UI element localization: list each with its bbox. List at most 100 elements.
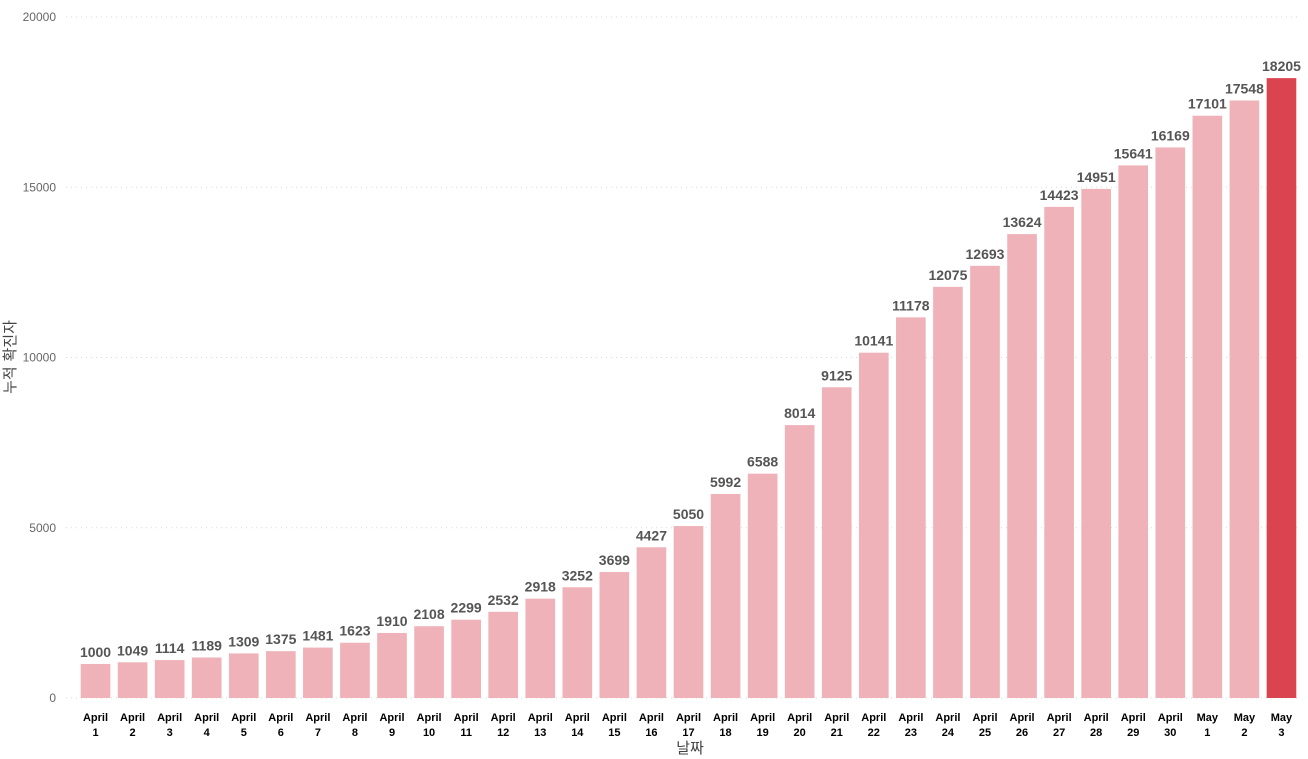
data-label: 2918: [525, 579, 556, 595]
bar: [1155, 147, 1186, 698]
data-label: 11178: [892, 297, 930, 313]
data-label: 5050: [673, 506, 704, 522]
x-tick-label-day: 30: [1164, 727, 1176, 739]
bar: [821, 387, 852, 698]
bar: [451, 619, 481, 698]
x-tick-label-month: April: [379, 712, 404, 724]
x-tick-label-day: 8: [352, 727, 358, 739]
bar: [858, 352, 889, 698]
data-labels: 1000 1049 1114 1189 1309 1375 1481 1623 1910 2108…: [80, 58, 1301, 660]
x-tick-label-day: 3: [167, 727, 173, 739]
x-tick-label-month: April: [787, 712, 812, 724]
bar: [154, 660, 185, 698]
x-tick-label-day: 19: [756, 727, 768, 739]
x-tick-label-day: 2: [1241, 727, 1247, 739]
x-tick-label-month: May: [1271, 712, 1293, 724]
x-tick-label-month: April: [305, 712, 330, 724]
data-label: 4427: [636, 527, 667, 543]
x-tick-label-month: April: [935, 712, 960, 724]
x-tick-label-month: April: [157, 712, 182, 724]
x-tick-label-month: April: [454, 712, 479, 724]
x-axis-title: 날짜: [676, 739, 704, 757]
bar: [414, 626, 444, 698]
bar: [228, 653, 259, 698]
x-tick-label-day: 29: [1127, 727, 1139, 739]
x-tick-label-month: April: [1010, 712, 1035, 724]
bar: [1044, 206, 1074, 698]
data-label: 2299: [451, 600, 482, 616]
x-tick-label-month: April: [528, 712, 553, 724]
x-tick-label-month: April: [1121, 712, 1146, 724]
x-tick-label-month: April: [268, 712, 293, 724]
bar: [340, 642, 370, 698]
bar: [377, 632, 407, 698]
bar: [896, 317, 926, 698]
x-tick-label-day: 1: [92, 727, 98, 739]
x-tick-label-day: 27: [1053, 727, 1065, 739]
x-tick-label-day: 26: [1016, 727, 1028, 739]
data-label: 18205: [1262, 58, 1301, 74]
data-label: 9125: [821, 367, 852, 383]
x-tick-label-day: 16: [645, 727, 657, 739]
data-label: 1049: [117, 642, 148, 658]
bar: [784, 425, 815, 698]
x-tick-label-month: April: [639, 712, 664, 724]
x-tick-label-day: 28: [1090, 727, 1102, 739]
x-tick-label-day: 12: [497, 727, 509, 739]
x-tick-label-day: 24: [942, 727, 955, 739]
x-tick-label-month: April: [83, 712, 108, 724]
data-label: 14951: [1077, 169, 1116, 185]
x-tick-label-month: April: [231, 712, 256, 724]
y-tick-label: 10000: [23, 351, 57, 365]
bar: [1192, 115, 1223, 699]
bar: [1081, 188, 1111, 698]
y-axis-ticks: 0 5000 10000 15000 20000: [23, 10, 57, 705]
data-label: 3699: [599, 552, 630, 568]
x-tick-label-day: 15: [608, 727, 620, 739]
x-tick-label-month: April: [417, 712, 442, 724]
bar: [710, 493, 741, 698]
x-tick-label-day: 10: [423, 727, 435, 739]
bar: [636, 547, 667, 698]
bar: [599, 572, 630, 698]
y-tick-label: 5000: [29, 521, 56, 535]
y-tick-label: 20000: [23, 10, 57, 24]
data-label: 8014: [784, 405, 815, 421]
x-tick-label-month: April: [1047, 712, 1072, 724]
x-tick-label-month: May: [1197, 712, 1219, 724]
data-label: 16169: [1151, 127, 1190, 143]
x-tick-label-month: April: [898, 712, 923, 724]
bar: [1007, 234, 1037, 699]
data-label: 5992: [710, 474, 741, 490]
x-tick-label-month: April: [861, 712, 886, 724]
x-tick-label-month: April: [565, 712, 590, 724]
data-label: 14423: [1040, 187, 1079, 203]
data-label: 1114: [155, 640, 185, 656]
x-tick-label-day: 1: [1204, 727, 1210, 739]
bar: [1229, 100, 1260, 698]
x-tick-label-day: 2: [130, 727, 136, 739]
bar: [80, 663, 111, 698]
x-tick-label-day: 4: [204, 727, 211, 739]
x-tick-label-day: 23: [905, 727, 917, 739]
bar: [303, 647, 333, 698]
bar: [191, 657, 222, 698]
x-tick-label-day: 13: [534, 727, 546, 739]
bar: [525, 598, 556, 698]
x-tick-label-month: April: [676, 712, 701, 724]
data-label: 12693: [966, 246, 1005, 262]
data-label: 1309: [228, 633, 259, 649]
x-tick-label-month: April: [1158, 712, 1183, 724]
x-tick-label-month: May: [1234, 712, 1256, 724]
x-tick-label-day: 5: [241, 727, 247, 739]
data-label: 1623: [339, 623, 370, 639]
bar: [1266, 78, 1297, 698]
data-label: 6588: [747, 454, 778, 470]
data-label: 1000: [80, 644, 111, 660]
x-tick-label-month: April: [194, 712, 219, 724]
x-tick-label-month: April: [713, 712, 738, 724]
y-tick-label: 15000: [23, 180, 57, 194]
bars: [80, 78, 1297, 699]
x-tick-label-month: April: [602, 712, 627, 724]
